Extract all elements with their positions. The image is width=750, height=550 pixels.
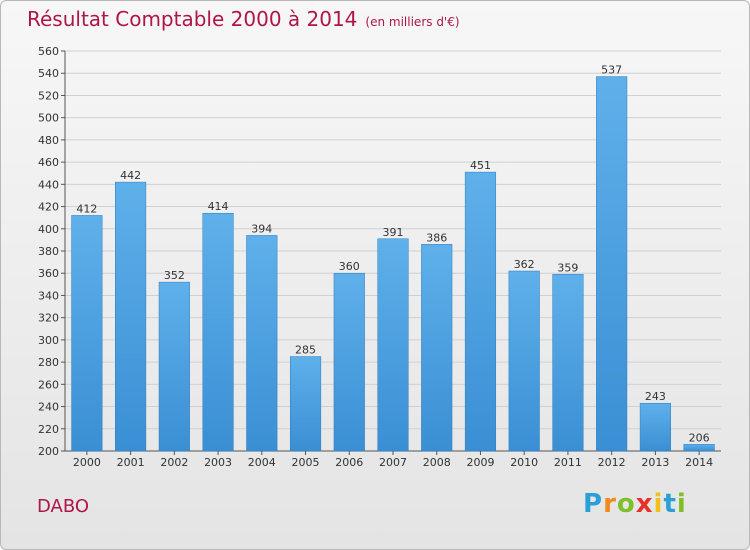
bar [202,212,234,452]
bar-value-label: 362 [514,258,535,271]
labels: 200 220 240 260 280 300 320 340 360 380 400 420 440 4… [38,45,713,469]
x-tick-label: 2011 [554,456,582,469]
bar-value-label: 386 [426,231,447,244]
y-tick-label: 260 [38,378,59,391]
bar-value-label: 352 [164,269,185,282]
x-tick-label: 2006 [335,456,363,469]
y-tick-label: 200 [38,445,59,458]
y-tick-label: 480 [38,134,59,147]
x-tick-label: 2003 [204,456,232,469]
x-tick-label: 2001 [117,456,145,469]
bar-value-label: 414 [208,200,229,213]
bar [115,181,147,452]
bar-value-label: 394 [251,222,272,235]
bar-value-label: 243 [645,390,666,403]
bar-value-label: 206 [689,431,710,444]
x-tick-label: 2004 [248,456,276,469]
bar [246,235,278,452]
chart-subtitle: (en milliers d'€) [365,15,460,29]
bar-value-label: 442 [120,169,141,182]
x-tick-label: 2014 [685,456,713,469]
bar [639,402,671,452]
y-tick-label: 360 [38,267,59,280]
y-tick-label: 500 [38,112,59,125]
y-tick-label: 380 [38,245,59,258]
bar [421,244,453,452]
logo-letter: r [603,489,617,519]
bar [158,281,190,452]
bar [552,274,584,452]
y-tick-label: 320 [38,312,59,325]
y-tick-label: 560 [38,45,59,58]
bar-value-label: 412 [76,202,97,215]
y-tick-label: 440 [38,178,59,191]
x-tick-label: 2008 [423,456,451,469]
bar [333,272,365,452]
x-tick-label: 2000 [73,456,101,469]
x-tick-label: 2002 [160,456,188,469]
y-tick-label: 400 [38,223,59,236]
proxiti-logo: Proxiti [583,489,687,519]
logo-letter: o [616,489,636,519]
bars [71,76,715,452]
logo-letter: t [663,489,677,519]
x-tick-label: 2005 [292,456,320,469]
logo-letter: i [676,489,687,519]
bar [289,356,322,452]
y-tick-label: 420 [38,201,59,214]
y-tick-label: 280 [38,356,59,369]
y-tick-label: 540 [38,67,59,80]
bar-value-label: 451 [470,159,491,172]
chart-title-text: Résultat Comptable 2000 à 2014 [27,7,358,31]
commune-name: DABO [37,496,90,517]
bar [71,215,103,452]
bar-value-label: 285 [295,344,316,357]
x-tick-label: 2012 [598,456,626,469]
x-tick-label: 2007 [379,456,407,469]
bar-value-label: 359 [557,261,578,274]
y-tick-label: 300 [38,334,59,347]
x-tick-label: 2013 [641,456,669,469]
y-tick-label: 220 [38,423,59,436]
logo-letter: P [583,489,604,519]
y-tick-label: 460 [38,156,59,169]
bar [508,270,540,452]
logo-letter: i [653,489,664,519]
bar [377,238,409,452]
bar [596,76,628,452]
logo-letter: x [635,489,654,519]
chart-title: Résultat Comptable 2000 à 2014 (en millie… [27,7,460,31]
bar [464,171,497,452]
bar [683,444,715,452]
x-tick-label: 2009 [466,456,494,469]
bar-value-label: 391 [383,226,404,239]
bar-value-label: 537 [601,64,622,77]
y-tick-label: 240 [38,401,59,414]
y-tick-label: 520 [38,89,59,102]
x-tick-label: 2010 [510,456,538,469]
y-tick-label: 340 [38,289,59,302]
bar-value-label: 360 [339,260,360,273]
